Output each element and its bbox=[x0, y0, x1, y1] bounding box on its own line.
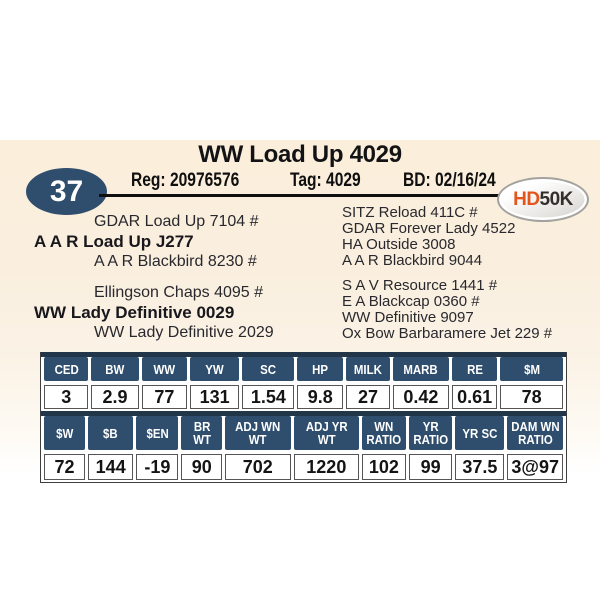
tag-label: Tag: 4029 bbox=[290, 170, 361, 191]
epd-header-label: $B bbox=[103, 425, 119, 441]
epd-header-cell: ADJ YR WT bbox=[293, 416, 360, 450]
lot-number-badge: 37 bbox=[26, 168, 107, 215]
epd-header-label: $EN bbox=[146, 425, 169, 441]
epd-value-cell: -19 bbox=[136, 454, 179, 480]
pedigree-ancestor: SITZ Reload 411C # bbox=[342, 204, 478, 221]
pedigree-ancestor: WW Definitive 9097 bbox=[342, 309, 474, 326]
pedigree-right-column: SITZ Reload 411C # GDAR Forever Lady 452… bbox=[342, 205, 592, 342]
pedigree-dam-of-dam: WW Lady Definitive 2029 bbox=[94, 324, 274, 341]
epd-header-label: WW bbox=[153, 361, 176, 377]
epd-header-cell: RE bbox=[451, 357, 498, 381]
epd-header-label: YR RATIO bbox=[413, 419, 448, 447]
epd-header-cell: DAM WN RATIO bbox=[507, 416, 563, 450]
epd-header-cell: $EN bbox=[136, 416, 179, 450]
page-title: WW Load Up 4029 bbox=[198, 141, 402, 168]
table-divider-strip bbox=[41, 352, 566, 357]
epd-header-label: YR SC bbox=[462, 425, 498, 441]
epd-header-label: RE bbox=[466, 361, 483, 377]
pedigree-ancestor: Ox Bow Barbaramere Jet 229 # bbox=[342, 325, 553, 342]
epd-value-cell: 3 bbox=[44, 385, 89, 409]
epd-header-row-1: CED BW WW YW SC HP MILK MARB RE $M bbox=[41, 357, 566, 383]
epd-value-cell: 102 bbox=[362, 454, 406, 480]
reg-label: Reg: 20976576 bbox=[131, 170, 240, 191]
hd50k-logo-50k-text: 50K bbox=[539, 188, 574, 210]
epd-header-label: WN RATIO bbox=[366, 419, 402, 447]
epd-header-cell: $B bbox=[88, 416, 134, 450]
epd-value-cell: 3@97 bbox=[507, 454, 563, 480]
bd-label: BD: 02/16/24 bbox=[403, 170, 496, 191]
epd-header-cell: YR RATIO bbox=[408, 416, 453, 450]
lot-number: 37 bbox=[49, 174, 84, 208]
epd-header-label: BW bbox=[105, 361, 125, 377]
epd-value-cell: 2.9 bbox=[91, 385, 139, 409]
epd-header-cell: SC bbox=[242, 357, 295, 381]
epd-value-cell: 1220 bbox=[293, 454, 360, 480]
epd-header-cell: $W bbox=[44, 416, 86, 450]
epd-header-label: $W bbox=[55, 425, 74, 441]
epd-header-label: DAM WN RATIO bbox=[511, 419, 560, 447]
epd-value-cell: 1.54 bbox=[242, 385, 295, 409]
epd-header-label: MILK bbox=[354, 361, 382, 377]
epd-header-cell: CED bbox=[44, 357, 89, 381]
epd-header-label: CED bbox=[54, 361, 79, 377]
epd-value-cell: 9.8 bbox=[297, 385, 344, 409]
epd-value-cell: 0.61 bbox=[451, 385, 498, 409]
epd-header-cell: WW bbox=[141, 357, 188, 381]
hd50k-logo-hd-text: HD bbox=[513, 188, 540, 210]
epd-header-label: BR WT bbox=[192, 419, 211, 447]
epd-value-cell: 702 bbox=[225, 454, 291, 480]
epd-header-cell: MILK bbox=[346, 357, 390, 381]
epd-value-cell: 77 bbox=[141, 385, 188, 409]
epd-header-label: ADJ WN WT bbox=[235, 419, 281, 447]
epd-value-cell: 131 bbox=[190, 385, 240, 409]
table-divider-strip bbox=[41, 411, 566, 416]
epd-header-cell: $M bbox=[500, 357, 563, 381]
epd-header-label: $M bbox=[523, 361, 540, 377]
pedigree-dam-name: WW Lady Definitive 0029 bbox=[34, 303, 235, 322]
epd-value-cell: 37.5 bbox=[455, 454, 505, 480]
epd-header-cell: BR WT bbox=[181, 416, 223, 450]
pedigree-dam-of-sire: A A R Blackbird 8230 # bbox=[94, 253, 257, 270]
epd-header-label: HP bbox=[312, 361, 329, 377]
epd-value-cell: 78 bbox=[500, 385, 563, 409]
epd-value-cell: 90 bbox=[181, 454, 223, 480]
pedigree-ancestor: S A V Resource 1441 # bbox=[342, 277, 498, 294]
pedigree-sire-name: A A R Load Up J277 bbox=[34, 232, 194, 251]
epd-header-cell: MARB bbox=[393, 357, 449, 381]
epd-header-cell: WN RATIO bbox=[362, 416, 406, 450]
pedigree-ancestor: GDAR Forever Lady 4522 bbox=[342, 220, 516, 237]
pedigree-ancestor: E A Blackcap 0360 # bbox=[342, 293, 480, 310]
epd-header-cell: BW bbox=[91, 357, 139, 381]
epd-value-cell: 72 bbox=[44, 454, 86, 480]
epd-header-cell: YR SC bbox=[455, 416, 505, 450]
pedigree-sire-of-sire: GDAR Load Up 7104 # bbox=[94, 213, 259, 230]
pedigree-left-column: GDAR Load Up 7104 # A A R Load Up J277 A… bbox=[34, 212, 334, 343]
registration-line: Reg: 20976576 Tag: 4029 BD: 02/16/24 bbox=[131, 170, 516, 192]
pedigree-sire-of-dam: Ellingson Chaps 4095 # bbox=[94, 284, 264, 301]
pedigree-ancestor: HA Outside 3008 bbox=[342, 236, 456, 253]
epd-header-cell: HP bbox=[297, 357, 344, 381]
epd-header-row-2: $W $B $EN BR WT ADJ WN WT ADJ YR WT WN R… bbox=[41, 416, 566, 452]
epd-value-row-2: 72 144 -19 90 702 1220 102 99 37.5 3@97 bbox=[41, 452, 566, 482]
epd-table: CED BW WW YW SC HP MILK MARB RE $M 3 2.9… bbox=[40, 352, 567, 483]
epd-header-label: SC bbox=[260, 361, 277, 377]
epd-header-cell: ADJ WN WT bbox=[225, 416, 291, 450]
header-rule bbox=[99, 194, 503, 197]
epd-value-cell: 27 bbox=[346, 385, 390, 409]
epd-value-row-1: 3 2.9 77 131 1.54 9.8 27 0.42 0.61 78 bbox=[41, 383, 566, 411]
pedigree-ancestor: A A R Blackbird 9044 bbox=[342, 252, 483, 269]
epd-header-label: ADJ YR WT bbox=[305, 419, 348, 447]
epd-header-label: YW bbox=[205, 361, 224, 377]
epd-value-cell: 99 bbox=[408, 454, 453, 480]
hd50k-logo: HD 50K bbox=[497, 177, 589, 222]
epd-value-cell: 0.42 bbox=[393, 385, 449, 409]
epd-value-cell: 144 bbox=[88, 454, 134, 480]
pedigree-gap bbox=[34, 272, 334, 283]
epd-header-cell: YW bbox=[190, 357, 240, 381]
epd-header-label: MARB bbox=[403, 361, 439, 377]
